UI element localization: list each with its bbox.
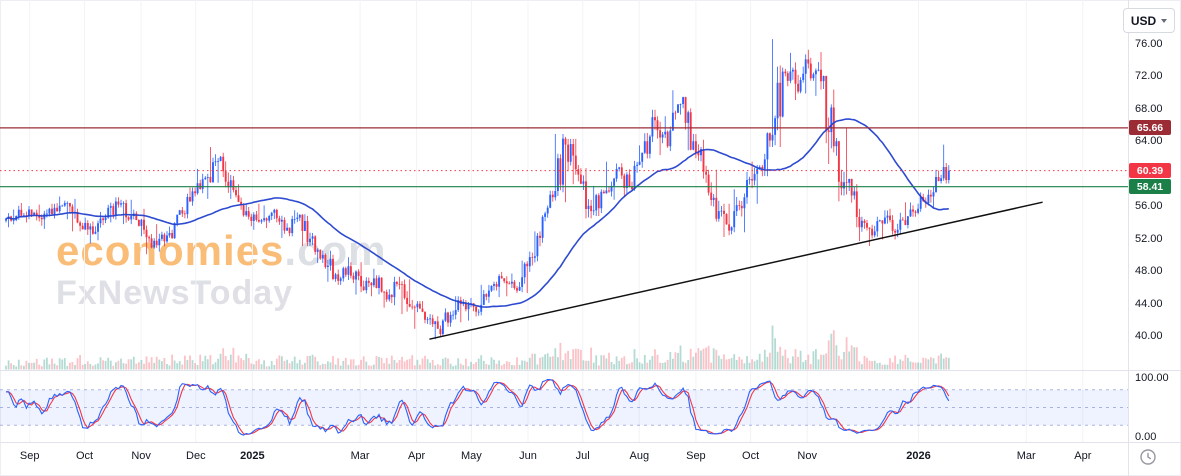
time-axis-label: Sep	[686, 450, 706, 462]
stochastic-d-line	[6, 379, 950, 435]
moving-average-line[interactable]	[5, 118, 949, 308]
oscillator-tick-label: 100.00	[1135, 372, 1169, 384]
chevron-down-icon	[1161, 18, 1168, 23]
price-tick-label: 56.00	[1135, 200, 1163, 213]
time-axis-label: Aug	[629, 450, 650, 462]
time-axis-label: Apr	[1074, 450, 1092, 462]
time-axis-label: Apr	[408, 450, 426, 462]
support-price-badge: 58.41	[1129, 179, 1171, 195]
price-tick-label: 64.00	[1135, 135, 1163, 148]
price-tick-label: 76.00	[1135, 38, 1163, 50]
currency-label: USD	[1130, 13, 1157, 28]
time-axis-label: May	[461, 450, 482, 462]
last-price-badge: 60.39	[1129, 163, 1171, 179]
timezone-clock-icon[interactable]	[1139, 448, 1157, 466]
price-axis[interactable]: 65.66 60.39 58.41 76.00 72.00 68.00 64.00 56…	[1129, 0, 1181, 476]
currency-selector[interactable]: USD	[1123, 8, 1175, 33]
time-axis-label: Jun	[519, 450, 537, 462]
time-axis-label: Mar	[1016, 450, 1036, 462]
time-axis-label: Sep	[19, 450, 40, 462]
price-tick-label: 48.00	[1135, 265, 1163, 278]
time-axis-label: Nov	[797, 450, 817, 462]
price-tick-label: 72.00	[1135, 70, 1163, 83]
price-tick-label: 52.00	[1135, 232, 1163, 245]
time-axis-label: 2025	[240, 450, 265, 462]
chart-pane[interactable]	[0, 0, 1128, 443]
time-axis-label: 2026	[906, 450, 931, 462]
price-tick-label: 40.00	[1135, 330, 1163, 342]
volume-bars-up	[5, 325, 950, 370]
volume-bars-down	[10, 330, 948, 370]
oscillator-tick-label: 0.00	[1135, 431, 1157, 443]
time-axis-label: Jul	[575, 450, 590, 462]
time-axis[interactable]: Sep Oct Nov Dec 2025 Mar Apr May Jun Jul Aug Sep Oct…	[0, 444, 1128, 476]
resistance-price-badge: 65.66	[1129, 120, 1171, 136]
trendline[interactable]	[429, 201, 1043, 340]
time-axis-label: Oct	[75, 450, 94, 462]
price-tick-label: 68.00	[1135, 102, 1163, 115]
price-tick-label: 44.00	[1135, 297, 1163, 310]
time-axis-label: Mar	[350, 450, 370, 462]
candle-bodies-up	[5, 59, 950, 335]
time-axis-label: Dec	[186, 450, 206, 462]
stochastic-k-line	[5, 378, 950, 436]
time-axis-label: Oct	[742, 450, 760, 462]
time-axis-label: Nov	[131, 450, 151, 462]
